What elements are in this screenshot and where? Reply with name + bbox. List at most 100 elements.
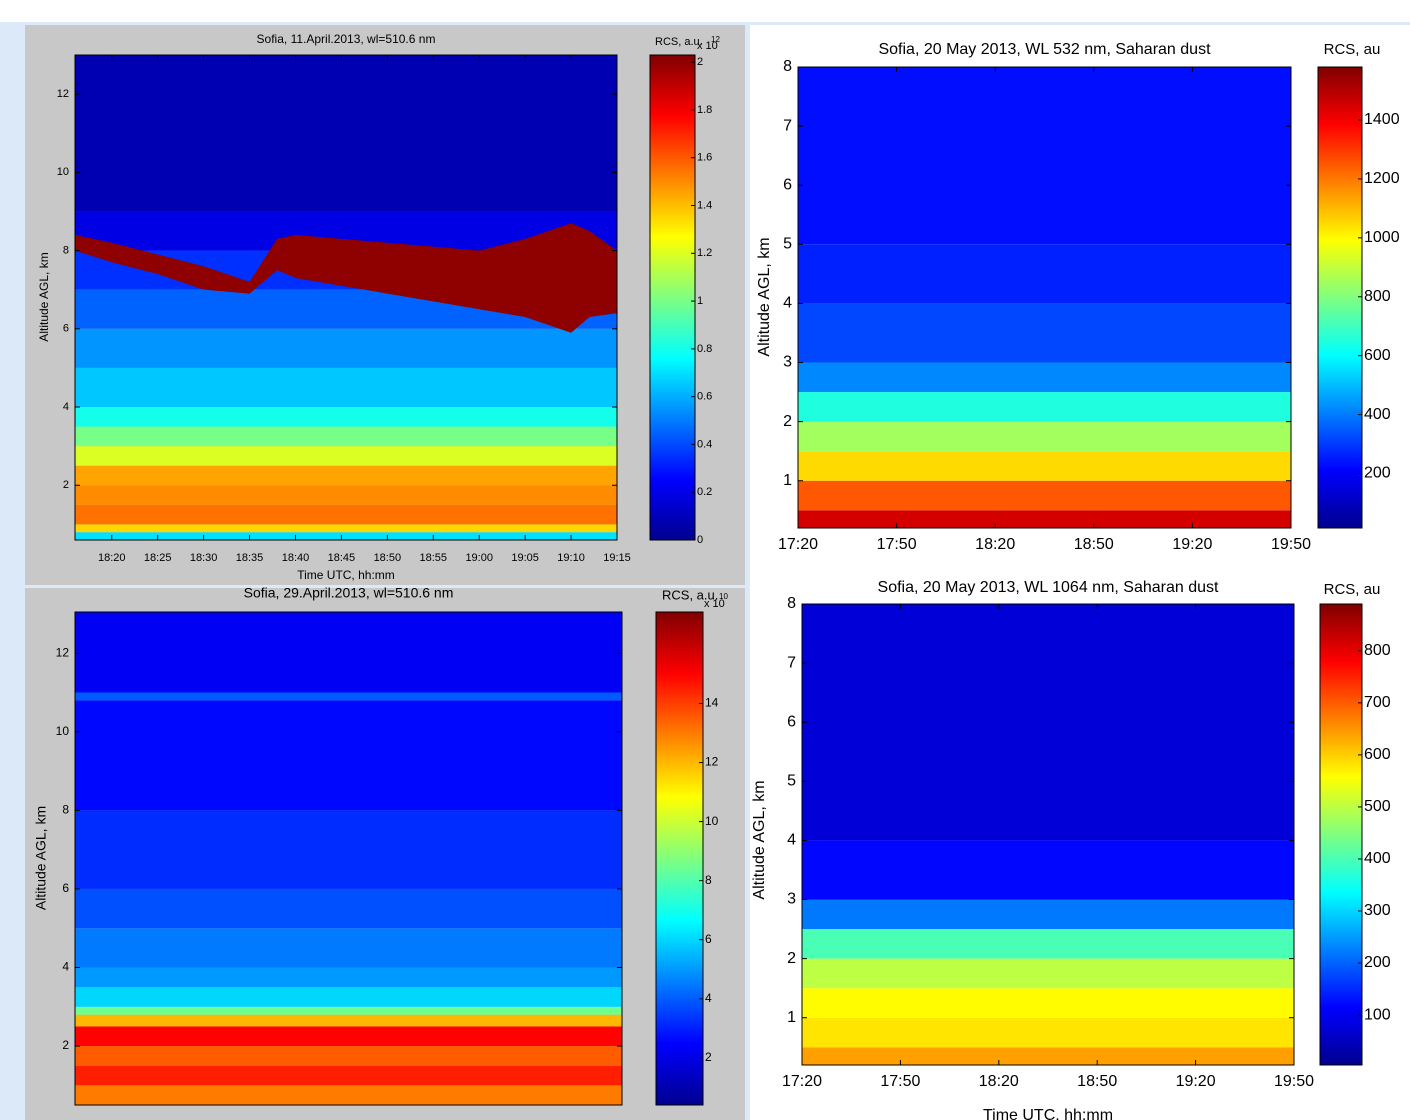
panel: Sofia, 11.April.2013, wl=510.6 nm2468101… <box>25 25 745 585</box>
altitude-band <box>798 480 1291 511</box>
x-tick-label: 18:50 <box>1077 1073 1117 1090</box>
colorbar-exponent: 10 <box>719 592 728 601</box>
colorbar-tick-label: 400 <box>1364 850 1391 867</box>
x-tick-label: 17:50 <box>877 536 917 553</box>
altitude-band <box>75 465 617 486</box>
plot-frame <box>797 66 1292 529</box>
y-tick-label: 1 <box>783 472 792 489</box>
x-tick-label: 18:35 <box>236 552 264 564</box>
colorbar-tick-label: 1.8 <box>697 104 712 116</box>
colorbar-tick-label: 0.6 <box>697 391 712 403</box>
altitude-band <box>75 367 617 408</box>
y-tick-label: 4 <box>787 832 796 849</box>
y-axis-label: Altitude AGL, km <box>751 780 768 899</box>
x-tick-label: 17:20 <box>782 1073 822 1090</box>
x-tick-label: 19:10 <box>557 552 585 564</box>
altitude-band <box>798 451 1291 481</box>
altitude-band <box>75 967 622 988</box>
panel: Sofia, 20 May 2013, WL 532 nm, Saharan d… <box>750 25 1410 580</box>
y-tick-label: 10 <box>56 724 70 738</box>
chart-title: Sofia, 20 May 2013, WL 532 nm, Saharan d… <box>878 41 1211 58</box>
altitude-band <box>802 840 1294 900</box>
plot-frame <box>801 603 1295 1066</box>
colorbar-tick-label: 0.8 <box>697 343 712 355</box>
y-tick-label: 2 <box>783 413 792 430</box>
y-axis-label: Altitude AGL, km <box>37 252 51 341</box>
altitude-band <box>75 692 622 701</box>
y-tick-label: 2 <box>63 479 69 491</box>
colorbar-tick-label: 14 <box>705 696 719 710</box>
colorbar-tick-label: 8 <box>705 873 712 887</box>
colorbar-tick-label: 500 <box>1364 798 1391 815</box>
altitude-band <box>802 929 1294 959</box>
plot-area <box>75 612 622 1105</box>
colorbar-tick-label: 1400 <box>1364 111 1400 128</box>
x-tick-label: 18:50 <box>1074 536 1114 553</box>
y-tick-label: 2 <box>62 1038 69 1052</box>
x-axis-label: Time UTC, hh:mm <box>297 568 395 582</box>
colorbar-tick-label: 0 <box>697 534 703 546</box>
x-tick-label: 18:20 <box>98 552 126 564</box>
altitude-band <box>798 303 1291 363</box>
x-tick-label: 17:20 <box>778 536 818 553</box>
x-tick-label: 19:20 <box>1172 536 1212 553</box>
colorbar-tick-label: 800 <box>1364 288 1391 305</box>
y-tick-label: 6 <box>787 713 796 730</box>
altitude-band <box>798 510 1291 528</box>
altitude-band <box>75 524 617 533</box>
y-tick-label: 5 <box>787 773 796 790</box>
plot-frame <box>74 54 618 541</box>
x-tick-label: 18:30 <box>190 552 218 564</box>
y-tick-label: 8 <box>787 595 796 612</box>
x-tick-label: 19:15 <box>603 552 631 564</box>
altitude-band <box>798 421 1291 452</box>
colorbar-tick-label: 400 <box>1364 406 1391 423</box>
x-tick-label: 18:45 <box>328 552 356 564</box>
colorbar-tick-label: 4 <box>705 991 712 1005</box>
y-tick-label: 7 <box>783 117 792 134</box>
colorbar-scale: x 10 <box>704 598 725 610</box>
y-tick-label: 3 <box>787 891 796 908</box>
y-tick-label: 12 <box>56 645 70 659</box>
colorbar <box>1317 66 1363 529</box>
colorbar <box>655 611 704 1106</box>
colorbar-tick-label: 2 <box>697 56 703 68</box>
altitude-band <box>75 426 617 447</box>
y-tick-label: 8 <box>63 244 69 256</box>
colorbar-tick-label: 0.4 <box>697 438 712 450</box>
altitude-band <box>75 532 617 540</box>
y-tick-label: 4 <box>783 295 792 312</box>
colorbar <box>1319 603 1363 1066</box>
altitude-band <box>75 485 617 505</box>
altitude-band <box>798 362 1291 393</box>
panel: Sofia, 20 May 2013, WL 1064 nm, Saharan … <box>750 579 1410 1120</box>
colorbar-tick-label: 800 <box>1364 642 1391 659</box>
colorbar-title: RCS, a.u. <box>655 36 703 48</box>
x-tick-label: 19:05 <box>511 552 539 564</box>
y-tick-label: 6 <box>63 323 69 335</box>
chart-title: Sofia, 11.April.2013, wl=510.6 nm <box>257 32 436 46</box>
chart-title: Sofia, 20 May 2013, WL 1064 nm, Saharan … <box>878 579 1220 596</box>
x-tick-label: 18:40 <box>282 552 310 564</box>
colorbar-tick-label: 200 <box>1364 465 1391 482</box>
altitude-band <box>75 612 622 693</box>
y-tick-label: 3 <box>783 354 792 371</box>
altitude-band <box>75 928 622 968</box>
colorbar-title: RCS, a.u. <box>662 587 718 602</box>
panel: Sofia, 29.April.2013, wl=510.6 nm 2 4 6 8 10 1… <box>25 585 745 1120</box>
altitude-band <box>802 1047 1294 1065</box>
x-tick-label: 18:25 <box>144 552 172 564</box>
colorbar-tick-label: 300 <box>1364 902 1391 919</box>
colorbar-tick-label: 100 <box>1364 1006 1391 1023</box>
x-tick-label: 19:50 <box>1274 1073 1314 1090</box>
altitude-band <box>798 67 1291 245</box>
altitude-band <box>798 392 1291 422</box>
altitude-band <box>75 888 622 929</box>
y-axis-label: Altitude AGL, km <box>33 806 49 910</box>
colorbar <box>649 54 696 541</box>
colorbar-title: RCS, au <box>1324 581 1381 598</box>
altitude-band <box>75 446 617 466</box>
y-tick-label: 1 <box>787 1009 796 1026</box>
altitude-band <box>802 988 1294 1018</box>
